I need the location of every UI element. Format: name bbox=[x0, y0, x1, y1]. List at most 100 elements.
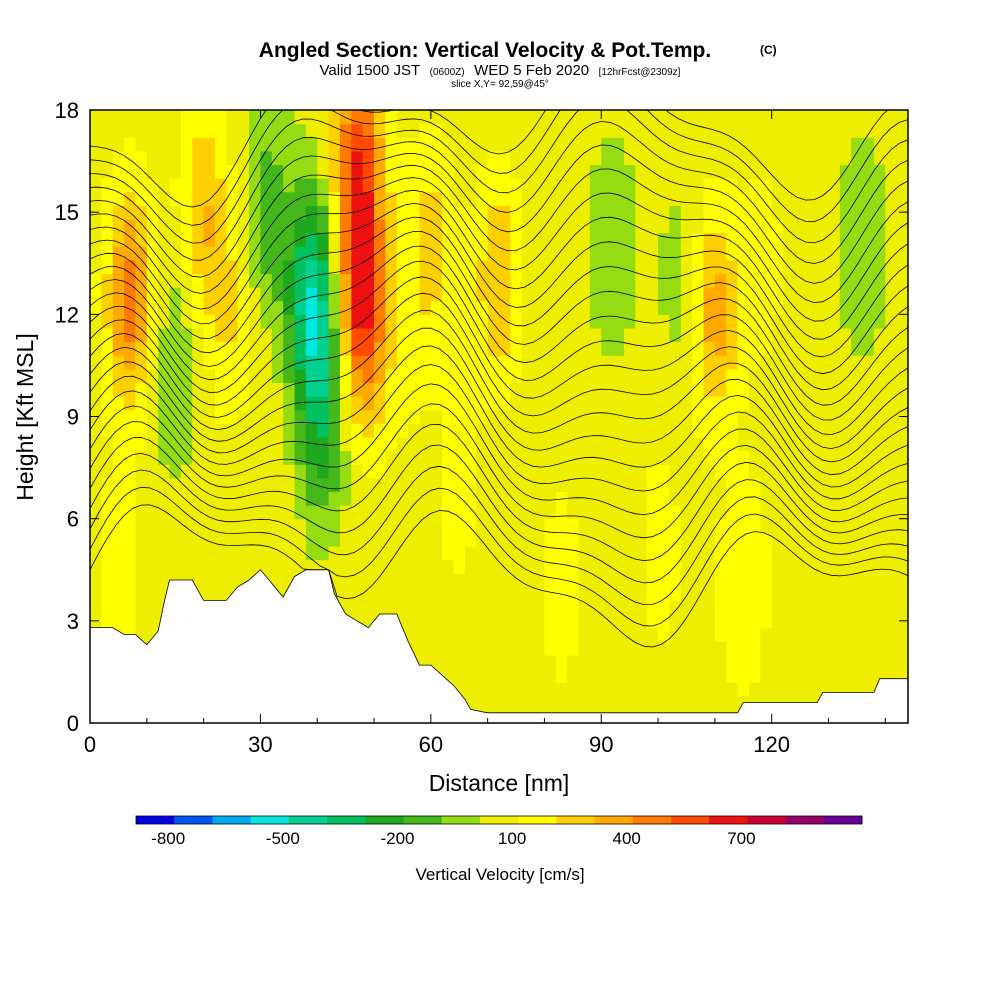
velocity-cell bbox=[112, 123, 125, 138]
velocity-cell bbox=[669, 600, 682, 615]
velocity-cell bbox=[521, 695, 534, 710]
velocity-cell bbox=[396, 559, 409, 574]
velocity-cell bbox=[726, 423, 739, 438]
velocity-cell bbox=[499, 123, 511, 138]
velocity-cell bbox=[851, 110, 864, 125]
velocity-cell bbox=[873, 259, 886, 275]
velocity-cell bbox=[896, 355, 908, 370]
velocity-cell bbox=[544, 341, 557, 356]
velocity-cell bbox=[271, 123, 284, 138]
velocity-cell bbox=[385, 450, 398, 465]
velocity-cell bbox=[237, 559, 250, 574]
velocity-cell bbox=[601, 464, 614, 479]
velocity-cell bbox=[396, 450, 409, 465]
velocity-cell bbox=[567, 314, 580, 329]
velocity-cell bbox=[601, 654, 614, 670]
velocity-cell bbox=[135, 259, 148, 275]
velocity-cell bbox=[612, 300, 625, 315]
velocity-cell bbox=[328, 300, 341, 315]
theta-contour bbox=[90, 292, 908, 450]
velocity-cell bbox=[101, 150, 114, 166]
velocity-cell bbox=[453, 532, 466, 547]
velocity-cell bbox=[453, 327, 466, 343]
velocity-cell bbox=[237, 178, 250, 193]
velocity-cell bbox=[419, 654, 432, 670]
velocity-cell bbox=[339, 450, 352, 465]
velocity-cell bbox=[885, 491, 898, 506]
velocity-cell bbox=[169, 341, 182, 356]
velocity-cell bbox=[180, 314, 193, 329]
velocity-cell bbox=[260, 191, 273, 206]
velocity-cell bbox=[90, 518, 102, 533]
velocity-cell bbox=[112, 300, 125, 315]
velocity-cell bbox=[442, 559, 455, 574]
theta-contour bbox=[90, 230, 908, 391]
velocity-cell bbox=[817, 178, 830, 193]
velocity-cell bbox=[635, 505, 648, 520]
velocity-cell bbox=[510, 627, 523, 642]
velocity-cell bbox=[146, 191, 159, 206]
velocity-cell bbox=[214, 327, 227, 343]
velocity-cell bbox=[578, 614, 591, 629]
velocity-cell bbox=[635, 368, 648, 384]
velocity-cell bbox=[896, 668, 908, 683]
velocity-cell bbox=[623, 586, 636, 601]
velocity-cell bbox=[601, 491, 614, 506]
velocity-cell bbox=[578, 205, 591, 220]
velocity-cell bbox=[180, 355, 193, 370]
velocity-cell bbox=[896, 341, 908, 356]
velocity-cell bbox=[260, 545, 273, 561]
velocity-cell bbox=[180, 123, 193, 138]
velocity-cell bbox=[805, 614, 818, 629]
velocity-cell bbox=[578, 477, 591, 493]
velocity-cell bbox=[646, 327, 659, 343]
velocity-cell bbox=[737, 123, 750, 138]
velocity-cell bbox=[544, 191, 557, 206]
velocity-cell bbox=[578, 178, 591, 193]
velocity-cell bbox=[135, 273, 148, 288]
velocity-cell bbox=[714, 273, 727, 288]
velocity-cell bbox=[226, 178, 239, 193]
velocity-cell bbox=[794, 641, 807, 656]
velocity-cell bbox=[430, 491, 443, 506]
velocity-cell bbox=[476, 450, 489, 465]
velocity-cell bbox=[862, 287, 875, 302]
velocity-cell bbox=[873, 137, 886, 152]
velocity-cell bbox=[714, 695, 727, 710]
velocity-cell bbox=[464, 259, 477, 275]
velocity-cell bbox=[112, 573, 125, 588]
theta-contour bbox=[90, 110, 908, 226]
velocity-cell bbox=[260, 150, 273, 166]
velocity-cell bbox=[385, 409, 398, 424]
velocity-cell bbox=[203, 110, 216, 125]
velocity-cell bbox=[896, 464, 908, 479]
velocity-cell bbox=[192, 110, 205, 125]
velocity-cell bbox=[112, 314, 125, 329]
velocity-cell bbox=[714, 436, 727, 452]
velocity-cell bbox=[101, 600, 114, 615]
velocity-cell bbox=[192, 396, 205, 411]
velocity-cell bbox=[612, 450, 625, 465]
velocity-cell bbox=[680, 586, 693, 601]
velocity-cell bbox=[839, 559, 852, 574]
velocity-cell bbox=[464, 477, 477, 493]
velocity-cell bbox=[214, 123, 227, 138]
velocity-cell bbox=[783, 178, 795, 193]
velocity-cell bbox=[646, 150, 659, 166]
velocity-cell bbox=[464, 600, 477, 615]
velocity-cell bbox=[862, 532, 875, 547]
velocity-cell bbox=[339, 287, 352, 302]
velocity-cell bbox=[419, 573, 432, 588]
velocity-cell bbox=[374, 110, 386, 125]
velocity-cell bbox=[635, 545, 648, 561]
velocity-cell bbox=[783, 110, 795, 125]
velocity-cell bbox=[305, 436, 318, 452]
velocity-cell bbox=[487, 355, 500, 370]
velocity-cell bbox=[851, 614, 864, 629]
velocity-cell bbox=[862, 464, 875, 479]
velocity-cell bbox=[169, 246, 182, 261]
velocity-cell bbox=[249, 341, 262, 356]
velocity-cell bbox=[328, 232, 341, 247]
velocity-cell bbox=[714, 654, 727, 670]
velocity-cell bbox=[589, 464, 602, 479]
